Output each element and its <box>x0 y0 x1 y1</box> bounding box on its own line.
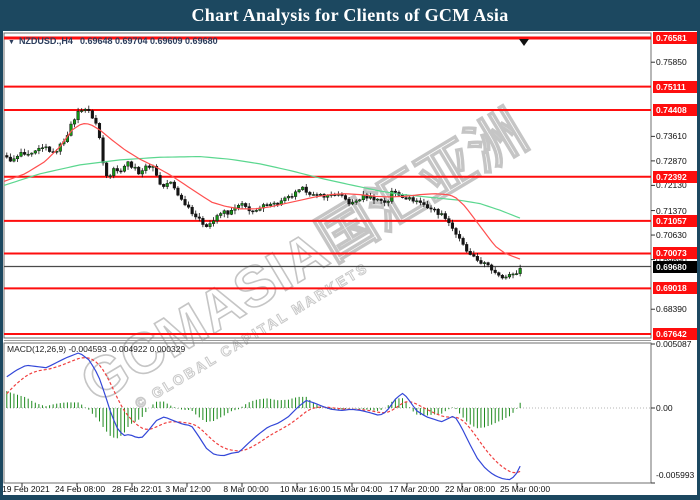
window-border-right <box>697 31 700 500</box>
page-title: Chart Analysis for Clients of GCM Asia <box>191 5 509 25</box>
title-bar: Chart Analysis for Clients of GCM Asia <box>0 0 700 31</box>
price-level-lines <box>4 36 651 335</box>
macd-main-line <box>6 352 521 481</box>
axis-ticks <box>21 61 655 487</box>
window-border-left <box>0 31 3 500</box>
ma-fast-red-line <box>3 123 521 260</box>
ma-slow-green-line <box>3 155 521 219</box>
candlesticks <box>5 105 522 280</box>
macd-signal-line <box>6 357 521 474</box>
window-border-bottom <box>0 495 700 500</box>
arrow-marker-icon[interactable] <box>519 39 529 46</box>
panel-borders <box>3 32 652 484</box>
